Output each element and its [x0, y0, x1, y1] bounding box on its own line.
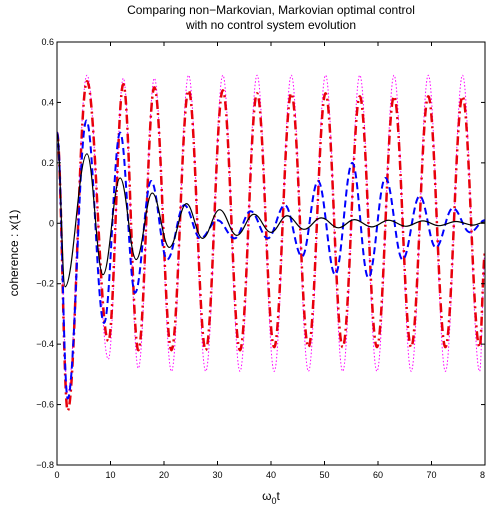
y-tick-label: −0.8: [36, 460, 54, 470]
x-tick-label: 10: [105, 470, 115, 480]
x-tick-label: 50: [319, 470, 329, 480]
y-tick-label: −0.2: [36, 279, 54, 289]
y-tick-label: 0.2: [41, 158, 54, 168]
ticks-layer: 0 10 20 30 40 50 60 70 8 −0.8 −0.6 −0.4 −0.2 0 0.2 0.4 0…: [36, 37, 486, 480]
y-tick-label: −0.4: [36, 339, 54, 349]
x-tick-label: 40: [266, 470, 276, 480]
x-tick-label: 60: [373, 470, 383, 480]
y-tick-label: −0.6: [36, 400, 54, 410]
series-line-2: [57, 80, 485, 412]
series-layer: [57, 74, 485, 412]
x-axis-label: ω0t: [262, 489, 280, 506]
chart-title: Comparing non−Markovian, Markovian optim…: [127, 3, 415, 17]
x-tick-label: 8: [480, 470, 485, 480]
y-axis-label: coherence : x(1): [7, 210, 21, 297]
y-tick-label: 0.4: [41, 97, 54, 107]
x-tick-label: 0: [54, 470, 59, 480]
y-tick-label: 0: [49, 218, 54, 228]
y-tick-label: 0.6: [41, 37, 54, 47]
x-tick-label: 20: [159, 470, 169, 480]
series-line-3: [57, 119, 485, 400]
x-tick-label: 30: [212, 470, 222, 480]
series-line-4: [57, 132, 485, 288]
series-line-1: [57, 74, 485, 393]
chart-subtitle: with no control system evolution: [185, 18, 356, 32]
x-tick-label: 70: [426, 470, 436, 480]
